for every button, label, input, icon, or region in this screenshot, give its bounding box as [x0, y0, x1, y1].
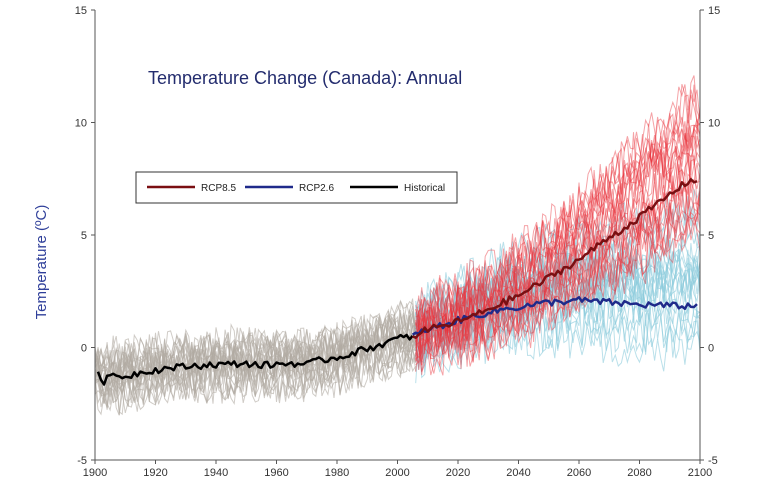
mean-lines — [96, 178, 698, 386]
x-tick-label: 2100 — [688, 467, 712, 479]
ensemble-lines — [94, 75, 701, 416]
x-tick-label: 2000 — [385, 467, 409, 479]
series-line-rcp85 — [412, 178, 698, 339]
ensemble-line — [415, 179, 701, 360]
ensemble-line — [415, 155, 701, 341]
ensemble-line — [415, 208, 701, 361]
x-tick-label: 1920 — [143, 467, 167, 479]
legend-label-rcp26: RCP2.6 — [299, 183, 334, 194]
ensemble-line — [415, 205, 701, 322]
ensemble-line — [415, 173, 701, 362]
ensemble-line — [415, 119, 701, 332]
x-tick-label: 1960 — [264, 467, 288, 479]
ensemble-line — [415, 152, 701, 366]
ensemble-line — [95, 311, 417, 381]
y-tick-label-left: 15 — [75, 5, 87, 17]
ensemble-line — [415, 118, 701, 359]
ensemble-line — [415, 84, 701, 345]
ensemble-line — [415, 151, 701, 372]
y-tick-label-right: 0 — [708, 343, 714, 355]
y-tick-label-right: 5 — [708, 230, 714, 242]
ensemble-line — [415, 155, 701, 355]
ensemble-line — [415, 110, 701, 357]
x-tick-label: 2080 — [627, 467, 651, 479]
y-tick-label-left: 0 — [81, 343, 87, 355]
ensemble-line — [415, 196, 701, 376]
legend-label-historical: Historical — [404, 183, 445, 194]
chart-title: Temperature Change (Canada): Annual — [148, 68, 462, 88]
ensemble-line — [415, 125, 701, 362]
legend: RCP8.5 RCP2.6 Historical — [135, 171, 458, 204]
y-tick-label-right: -5 — [708, 455, 718, 467]
ensemble-line — [415, 75, 701, 349]
ensemble-line — [415, 270, 701, 347]
x-tick-label: 1980 — [325, 467, 349, 479]
ensemble-line — [415, 269, 701, 342]
y-tick-label-left: -5 — [77, 455, 87, 467]
y-tick-label-left: 10 — [75, 118, 87, 130]
y-tick-label-right: 15 — [708, 5, 720, 17]
y-tick-label-right: 10 — [708, 118, 720, 130]
ensemble-line — [94, 298, 417, 376]
x-tick-label: 2040 — [506, 467, 530, 479]
x-tick-label: 1940 — [204, 467, 228, 479]
ensemble-line — [415, 121, 701, 353]
ensemble-line — [415, 202, 701, 376]
ensemble-line — [415, 181, 701, 366]
ensemble-line — [415, 246, 701, 358]
x-tick-label: 1900 — [83, 467, 107, 479]
ensemble-line — [415, 106, 701, 322]
ensemble-line — [415, 84, 701, 326]
legend-label-rcp85: RCP8.5 — [201, 183, 236, 194]
axis-ticks: 1900 1920 1940 1960 1980 2000 2020 2040 2060 2080… — [75, 5, 721, 479]
ensemble-line — [94, 330, 417, 408]
ensemble-line — [415, 211, 701, 375]
x-tick-label: 2060 — [567, 467, 591, 479]
x-tick-label: 2020 — [446, 467, 470, 479]
y-axis-label: Temperature (ºC) — [33, 205, 50, 320]
ensemble-line — [415, 113, 701, 338]
ensemble-line — [415, 89, 701, 348]
y-tick-label-left: 5 — [81, 230, 87, 242]
series-line-historical — [96, 333, 414, 386]
